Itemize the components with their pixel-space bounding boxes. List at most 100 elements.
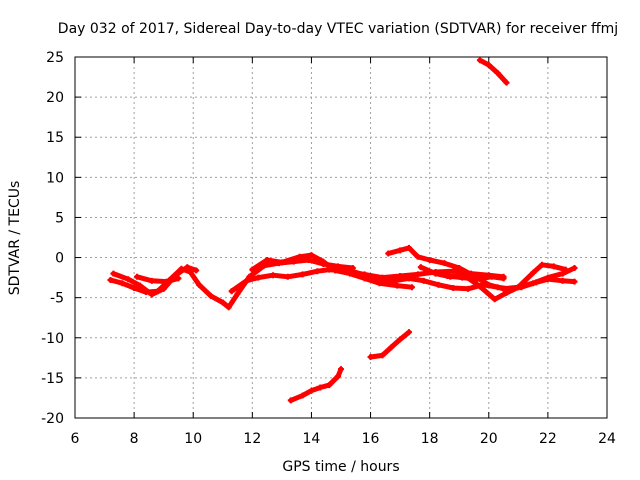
data-point bbox=[107, 277, 114, 284]
data-point bbox=[562, 266, 569, 273]
data-point bbox=[270, 272, 277, 279]
data-point bbox=[278, 259, 285, 266]
data-point bbox=[385, 250, 392, 257]
x-tick-label: 14 bbox=[303, 431, 321, 447]
x-tick-label: 18 bbox=[421, 431, 439, 447]
data-point bbox=[367, 354, 374, 361]
data-point bbox=[465, 285, 472, 292]
data-point bbox=[131, 285, 138, 292]
data-point bbox=[137, 282, 144, 289]
data-point bbox=[219, 299, 226, 306]
data-point bbox=[414, 253, 421, 260]
data-point bbox=[148, 277, 155, 284]
data-point bbox=[515, 284, 522, 291]
y-tick-label: 25 bbox=[46, 50, 64, 66]
data-point bbox=[284, 273, 291, 280]
data-point bbox=[308, 252, 315, 259]
data-point bbox=[346, 267, 353, 274]
data-series bbox=[107, 57, 578, 404]
x-tick-label: 16 bbox=[362, 431, 380, 447]
data-point bbox=[500, 275, 507, 282]
y-axis-label: SDTVAR / TECUs bbox=[7, 181, 23, 296]
x-tick-label: 8 bbox=[130, 431, 139, 447]
y-tick-label: 0 bbox=[55, 251, 64, 267]
data-point bbox=[299, 271, 306, 278]
series-line-track-10 bbox=[288, 366, 344, 403]
data-point bbox=[476, 283, 483, 290]
data-point bbox=[503, 79, 510, 86]
data-point bbox=[408, 284, 415, 291]
data-point bbox=[488, 273, 495, 280]
data-point bbox=[160, 285, 167, 292]
data-point bbox=[550, 263, 557, 270]
data-point bbox=[432, 270, 439, 277]
data-point bbox=[287, 397, 294, 404]
data-point bbox=[196, 281, 203, 288]
data-point bbox=[444, 273, 451, 280]
data-point bbox=[134, 273, 141, 280]
data-point bbox=[320, 258, 327, 265]
axis-ticks: 6 8 10 12 14 16 18 20 22 24 -20 -15 -10 -5 0 5 10 15 20 25 bbox=[41, 50, 616, 447]
y-tick-label: -10 bbox=[41, 331, 64, 347]
data-point bbox=[207, 293, 214, 300]
data-point bbox=[163, 278, 170, 285]
x-tick-label: 12 bbox=[243, 431, 261, 447]
data-point bbox=[243, 277, 250, 284]
data-point bbox=[456, 264, 463, 271]
data-point bbox=[459, 274, 466, 281]
data-point bbox=[405, 275, 412, 282]
y-tick-label: -15 bbox=[41, 371, 64, 387]
data-point bbox=[394, 282, 401, 289]
data-point bbox=[335, 373, 342, 380]
data-point bbox=[417, 264, 424, 271]
data-point bbox=[308, 387, 315, 394]
data-point bbox=[405, 329, 412, 336]
data-point bbox=[376, 277, 383, 284]
data-point bbox=[332, 267, 339, 274]
x-tick-label: 22 bbox=[539, 431, 557, 447]
data-point bbox=[175, 275, 182, 282]
data-point bbox=[361, 272, 368, 279]
data-point bbox=[450, 285, 457, 292]
x-axis-label: GPS time / hours bbox=[282, 459, 399, 475]
data-point bbox=[234, 290, 241, 297]
data-point bbox=[503, 289, 510, 296]
data-point bbox=[391, 277, 398, 284]
x-tick-label: 20 bbox=[480, 431, 498, 447]
data-point bbox=[249, 266, 256, 273]
data-point bbox=[559, 270, 566, 277]
series-line-track-3 bbox=[134, 274, 181, 285]
data-point bbox=[388, 344, 395, 351]
data-point bbox=[494, 284, 501, 291]
y-tick-label: 10 bbox=[46, 170, 64, 186]
data-point bbox=[397, 336, 404, 343]
data-point bbox=[485, 62, 492, 69]
data-point bbox=[184, 264, 191, 271]
chart-title: Day 032 of 2017, Sidereal Day-to-day VTE… bbox=[58, 21, 618, 37]
data-point bbox=[435, 281, 442, 288]
series-line-track-1 bbox=[108, 257, 356, 310]
data-point bbox=[473, 276, 480, 283]
x-tick-label: 10 bbox=[184, 431, 202, 447]
data-point bbox=[110, 270, 117, 277]
data-point bbox=[119, 280, 126, 287]
data-point bbox=[530, 269, 537, 276]
data-point bbox=[494, 70, 501, 77]
data-point bbox=[420, 277, 427, 284]
series-line-track-2 bbox=[110, 264, 199, 297]
grid-lines bbox=[75, 57, 607, 418]
data-point bbox=[405, 244, 412, 251]
data-point bbox=[544, 276, 551, 283]
y-tick-label: -20 bbox=[41, 411, 64, 427]
data-point bbox=[441, 260, 448, 267]
data-point bbox=[379, 352, 386, 359]
y-tick-label: 20 bbox=[46, 90, 64, 106]
data-point bbox=[450, 268, 457, 275]
x-tick-label: 24 bbox=[598, 431, 616, 447]
data-point bbox=[538, 261, 545, 268]
data-point bbox=[148, 291, 155, 298]
data-point bbox=[125, 276, 132, 283]
y-tick-label: 5 bbox=[55, 210, 64, 226]
data-point bbox=[426, 256, 433, 263]
